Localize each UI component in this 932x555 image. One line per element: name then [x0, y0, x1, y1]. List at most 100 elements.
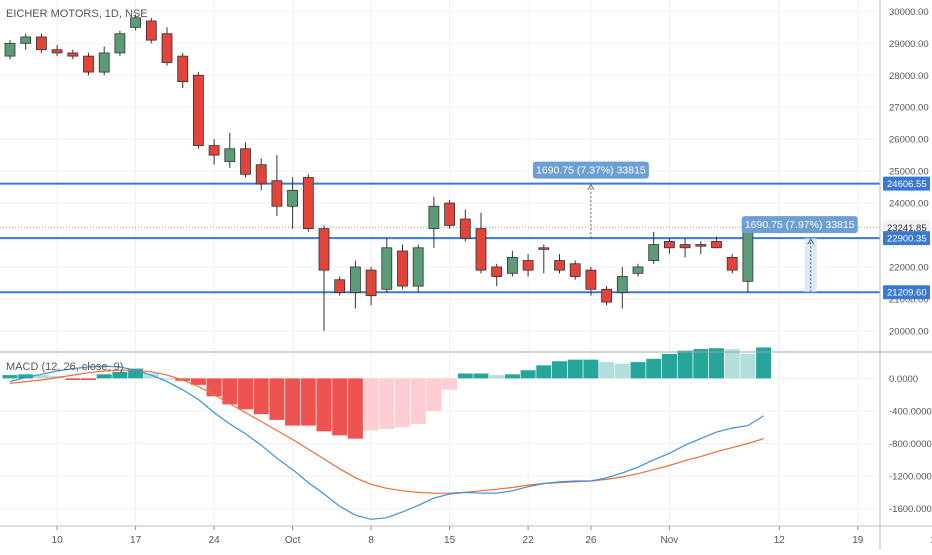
- measure-label: 1690.75 (7.97%) 33815: [745, 219, 855, 231]
- candle-body: [506, 256, 518, 274]
- measure-range-box: [804, 238, 817, 293]
- macd-histogram-bar: [363, 378, 379, 431]
- macd-histogram-bar: [143, 373, 159, 379]
- macd-histogram-bar: [724, 349, 740, 379]
- macd-title: MACD (12, 26, close, 9): [6, 361, 123, 373]
- candle-body: [161, 33, 173, 63]
- macd-histogram-bar: [33, 375, 49, 379]
- macd-histogram-bar: [81, 378, 96, 380]
- x-tick-label: 19: [852, 535, 864, 546]
- macd-histogram-bar: [630, 362, 646, 379]
- candle-body: [742, 226, 754, 282]
- price-label: 24606.55: [887, 179, 927, 190]
- macd-histogram-bar: [489, 375, 505, 379]
- price-tick-label: 20000.00: [889, 326, 929, 337]
- macd-histogram-bar: [112, 371, 128, 379]
- candle-body: [365, 269, 377, 297]
- x-tick-label: 15: [444, 535, 456, 546]
- candle-body: [4, 42, 16, 57]
- candle-body: [569, 263, 581, 277]
- macd-histogram-bar: [693, 349, 709, 379]
- measure-arrow: [587, 183, 595, 190]
- macd-histogram-bar: [661, 353, 677, 379]
- measure-tools[interactable]: 1690.75 (7.37%) 33815 1690.75 (7.97%) 338…: [532, 161, 858, 293]
- candle-body: [224, 148, 236, 162]
- macd-histogram-bar: [2, 375, 18, 379]
- candle-body: [302, 177, 314, 230]
- candle-body: [616, 276, 628, 293]
- macd-histogram-bar: [442, 378, 458, 390]
- candle-body: [51, 49, 63, 54]
- candle-body: [459, 218, 471, 239]
- macd-histogram-bar: [646, 358, 662, 379]
- candle-body: [491, 266, 503, 277]
- measure-label: 1690.75 (7.37%) 33815: [536, 165, 646, 177]
- price-tick-label: 27000.00: [889, 103, 929, 114]
- candle-body: [554, 260, 565, 271]
- candle-body: [585, 269, 597, 290]
- macd-histogram-bar: [332, 378, 348, 436]
- x-tick-label: 17: [130, 535, 142, 546]
- candles: [4, 14, 754, 331]
- macd-histogram-bar: [583, 359, 599, 379]
- candle-body: [271, 180, 283, 207]
- candle-body: [67, 52, 79, 57]
- x-tick-label: 22: [523, 535, 535, 546]
- price-label-box: [883, 231, 930, 246]
- macd-histogram-bar: [599, 362, 615, 379]
- candle-body: [130, 17, 142, 28]
- candle-body: [522, 260, 534, 271]
- candle-body: [538, 247, 550, 250]
- measure-label-box: [741, 216, 858, 234]
- candle-body: [83, 55, 94, 73]
- candle-body: [255, 164, 267, 185]
- macd-histogram-bar: [614, 363, 630, 379]
- candle-body: [381, 247, 393, 290]
- x-tick-label: 8: [368, 535, 374, 546]
- macd-tick-label: -1600.0000: [889, 504, 932, 515]
- x-tick-label: 26: [931, 535, 932, 546]
- x-tick-label: Oct: [285, 535, 301, 546]
- candle-body: [679, 244, 691, 249]
- candle-body: [349, 266, 361, 293]
- macd-tick-label: -1200.0000: [889, 472, 932, 483]
- macd-histogram-bar: [128, 368, 144, 379]
- price-label-box: [883, 220, 930, 235]
- macd-histogram-bar: [159, 378, 175, 380]
- candle-body: [475, 228, 487, 271]
- candle-body: [20, 36, 32, 44]
- macd-histogram-bar: [347, 378, 363, 439]
- macd-histogram-bar: [206, 378, 222, 397]
- candle-body: [114, 33, 126, 54]
- x-tick-label: 26: [585, 535, 597, 546]
- macd-histogram-bar: [410, 378, 426, 424]
- macd-histogram-bar: [677, 350, 693, 379]
- x-tick-label: 24: [209, 535, 221, 546]
- macd-histogram-bar: [740, 353, 756, 379]
- candle-body: [664, 240, 675, 249]
- symbol-title: EICHER MOTORS, 1D, NSE: [6, 8, 148, 20]
- macd-histogram-bar: [253, 378, 269, 415]
- candle-body: [397, 250, 408, 287]
- measure-label-box: [532, 161, 649, 179]
- macd-histogram-bar: [285, 378, 301, 426]
- macd-histogram-bar: [269, 378, 285, 420]
- macd-histogram-bar: [190, 378, 206, 385]
- candle-body: [318, 228, 330, 271]
- x-tick-label: 12: [774, 535, 786, 546]
- candle-body: [287, 189, 299, 207]
- price-label-box: [883, 285, 930, 300]
- price-label: 23241.85: [887, 223, 927, 234]
- price-label: 21209.60: [887, 288, 927, 299]
- horizontal-lines[interactable]: [0, 182, 880, 294]
- macd-tick-label: -800.0000: [889, 439, 932, 450]
- macd-histogram-bar: [473, 373, 489, 379]
- macd-histogram-bar: [536, 365, 552, 379]
- macd-histogram-bar: [395, 378, 410, 428]
- macd-histogram-bar: [300, 378, 316, 426]
- macd-histogram-bar: [520, 370, 536, 379]
- price-tick-label: 29000.00: [889, 39, 929, 50]
- macd-histogram-bar: [567, 359, 583, 379]
